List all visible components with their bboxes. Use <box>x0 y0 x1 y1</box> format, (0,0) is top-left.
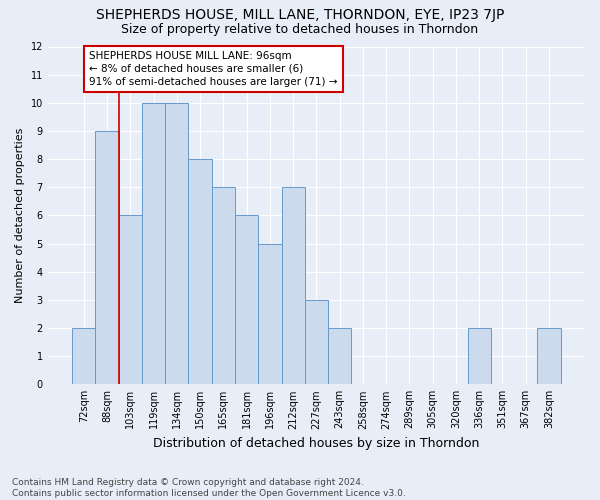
Bar <box>538 328 560 384</box>
Text: SHEPHERDS HOUSE MILL LANE: 96sqm
← 8% of detached houses are smaller (6)
91% of : SHEPHERDS HOUSE MILL LANE: 96sqm ← 8% of… <box>89 50 337 87</box>
Bar <box>119 216 142 384</box>
Bar <box>305 300 328 384</box>
Bar <box>281 188 305 384</box>
Bar <box>165 103 188 384</box>
Bar <box>142 103 165 384</box>
Bar <box>328 328 351 384</box>
X-axis label: Distribution of detached houses by size in Thorndon: Distribution of detached houses by size … <box>153 437 479 450</box>
Bar <box>235 216 258 384</box>
Bar <box>258 244 281 384</box>
Bar <box>95 131 119 384</box>
Bar <box>212 188 235 384</box>
Text: SHEPHERDS HOUSE, MILL LANE, THORNDON, EYE, IP23 7JP: SHEPHERDS HOUSE, MILL LANE, THORNDON, EY… <box>96 8 504 22</box>
Bar <box>188 159 212 384</box>
Text: Contains HM Land Registry data © Crown copyright and database right 2024.
Contai: Contains HM Land Registry data © Crown c… <box>12 478 406 498</box>
Bar <box>72 328 95 384</box>
Y-axis label: Number of detached properties: Number of detached properties <box>15 128 25 303</box>
Bar <box>467 328 491 384</box>
Text: Size of property relative to detached houses in Thorndon: Size of property relative to detached ho… <box>121 22 479 36</box>
